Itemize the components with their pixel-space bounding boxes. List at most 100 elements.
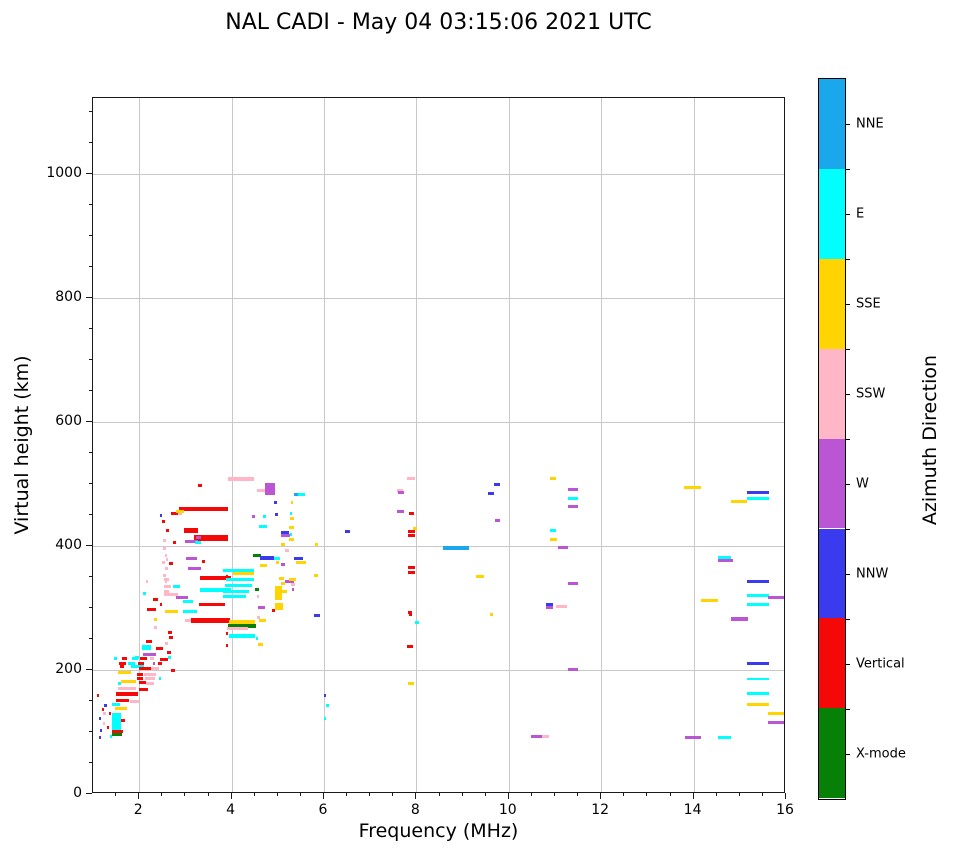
plot-area xyxy=(92,97,785,793)
data-point xyxy=(143,672,156,676)
data-point xyxy=(567,582,579,586)
y-minor-tick xyxy=(89,389,92,391)
x-minor-tick xyxy=(484,793,486,796)
data-point xyxy=(109,712,112,716)
data-point xyxy=(146,579,149,583)
y-minor-tick xyxy=(89,234,92,236)
data-point xyxy=(747,677,770,680)
data-point xyxy=(717,558,733,562)
colorbar-tick-label: E xyxy=(856,206,865,222)
colorbar-tick-label: Vertical xyxy=(856,656,905,672)
data-point xyxy=(274,557,281,561)
data-point xyxy=(281,534,291,538)
data-point xyxy=(549,528,557,532)
data-point xyxy=(111,718,122,732)
data-point xyxy=(161,519,166,523)
data-point xyxy=(493,482,500,486)
data-point xyxy=(290,517,294,521)
data-point xyxy=(254,587,260,591)
data-point xyxy=(136,676,143,680)
data-point xyxy=(119,664,125,668)
y-tick xyxy=(86,544,92,546)
x-minor-tick xyxy=(346,793,348,796)
data-point xyxy=(407,530,415,534)
data-point xyxy=(163,538,166,542)
y-minor-tick xyxy=(89,513,92,515)
data-point xyxy=(172,541,176,545)
y-tick-label: 200 xyxy=(55,660,82,677)
data-point xyxy=(747,662,770,666)
x-minor-tick xyxy=(646,793,648,796)
data-point xyxy=(184,540,198,544)
data-point xyxy=(99,736,102,740)
data-point xyxy=(257,489,267,493)
y-tick-label: 0 xyxy=(73,785,82,801)
data-point xyxy=(747,491,770,495)
colorbar-segment-w xyxy=(819,438,845,529)
data-point xyxy=(232,572,254,576)
data-point xyxy=(289,525,294,529)
data-point xyxy=(296,561,306,565)
data-point xyxy=(290,500,294,504)
data-point xyxy=(271,608,276,612)
x-tick-label: 12 xyxy=(591,802,610,818)
data-point xyxy=(281,582,286,586)
data-point xyxy=(717,555,732,559)
data-point xyxy=(259,524,267,528)
y-tick-label: 800 xyxy=(55,288,82,305)
data-point xyxy=(545,605,553,609)
y-tick-label: 400 xyxy=(55,536,82,553)
gridline-horizontal xyxy=(93,669,784,671)
x-minor-tick xyxy=(554,793,555,796)
data-point xyxy=(407,645,414,649)
data-point xyxy=(200,587,232,592)
data-point xyxy=(159,513,163,517)
data-point xyxy=(121,718,126,722)
x-minor-tick xyxy=(207,793,209,796)
data-point xyxy=(122,657,127,661)
data-point xyxy=(717,736,732,740)
data-point xyxy=(276,560,280,564)
colorbar-segment-nnw xyxy=(819,528,845,619)
data-point xyxy=(294,492,298,496)
data-point xyxy=(162,560,166,564)
y-tick xyxy=(86,420,92,422)
colorbar-tick xyxy=(846,753,850,755)
data-point xyxy=(139,680,147,684)
data-point xyxy=(252,554,261,558)
data-point xyxy=(396,488,404,492)
data-point xyxy=(558,545,569,549)
colorbar-segment-e xyxy=(819,168,845,259)
x-tick xyxy=(600,793,602,799)
data-point xyxy=(113,657,117,661)
data-point xyxy=(284,549,290,553)
data-point xyxy=(289,512,293,516)
data-point xyxy=(178,512,183,516)
data-point xyxy=(281,589,288,593)
data-point xyxy=(185,619,191,623)
data-point xyxy=(99,716,101,720)
y-minor-tick xyxy=(89,141,92,143)
data-point xyxy=(567,487,579,491)
data-point xyxy=(194,541,201,545)
data-point xyxy=(397,491,405,495)
data-point xyxy=(151,667,160,671)
data-point xyxy=(227,476,255,481)
data-point xyxy=(168,635,174,639)
data-point xyxy=(414,620,420,624)
y-minor-tick xyxy=(89,203,92,205)
data-point xyxy=(127,661,135,665)
data-point xyxy=(279,577,284,581)
data-point xyxy=(490,613,493,617)
y-minor-tick xyxy=(89,699,92,701)
data-point xyxy=(275,512,279,516)
data-point xyxy=(184,527,198,533)
data-point xyxy=(111,703,120,707)
data-point xyxy=(183,609,197,613)
data-point xyxy=(179,507,229,512)
data-point xyxy=(313,574,318,578)
colorbar-tick xyxy=(846,304,850,306)
data-point xyxy=(396,509,405,513)
x-minor-tick xyxy=(530,793,532,796)
data-point xyxy=(567,667,579,671)
